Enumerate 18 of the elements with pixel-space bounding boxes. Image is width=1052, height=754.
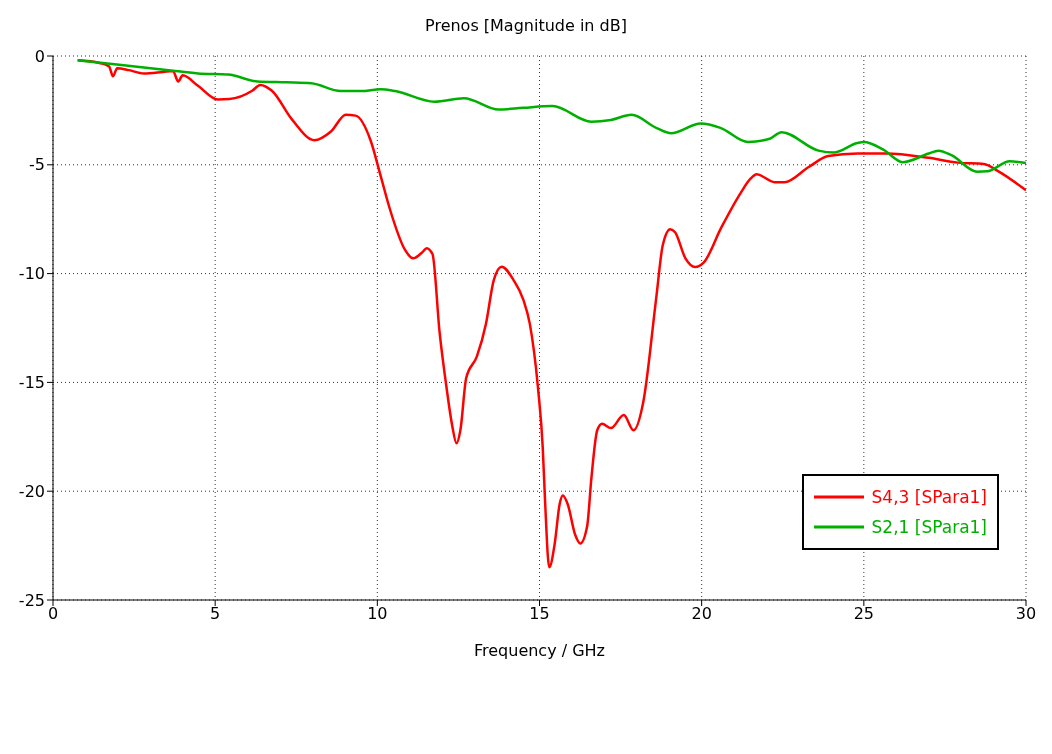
x-tick-label: 0 <box>47 604 59 624</box>
x-tick-label: 15 <box>529 604 550 624</box>
y-tick-label: -25 <box>18 590 45 610</box>
y-tick-label: -10 <box>18 264 45 284</box>
legend-label: S4,3 [SPara1] <box>870 486 987 509</box>
y-tick-label: -5 <box>29 155 45 175</box>
x-tick-label: 25 <box>853 604 875 624</box>
chart-title: Prenos [Magnitude in dB] <box>424 16 628 35</box>
y-tick-label: 0 <box>34 46 45 66</box>
line-series <box>76 59 1026 174</box>
x-tick-label: 30 <box>1015 604 1037 624</box>
x-tick-label: 20 <box>691 604 712 624</box>
y-tick-label: -20 <box>18 481 45 501</box>
y-tick-label: -15 <box>18 373 45 393</box>
x-tick-label: 5 <box>210 604 221 624</box>
legend-label: S2,1 [SPara1] <box>870 516 987 539</box>
x-axis-title: Frequency / GHz <box>473 641 606 660</box>
x-tick-label: 10 <box>367 604 388 624</box>
